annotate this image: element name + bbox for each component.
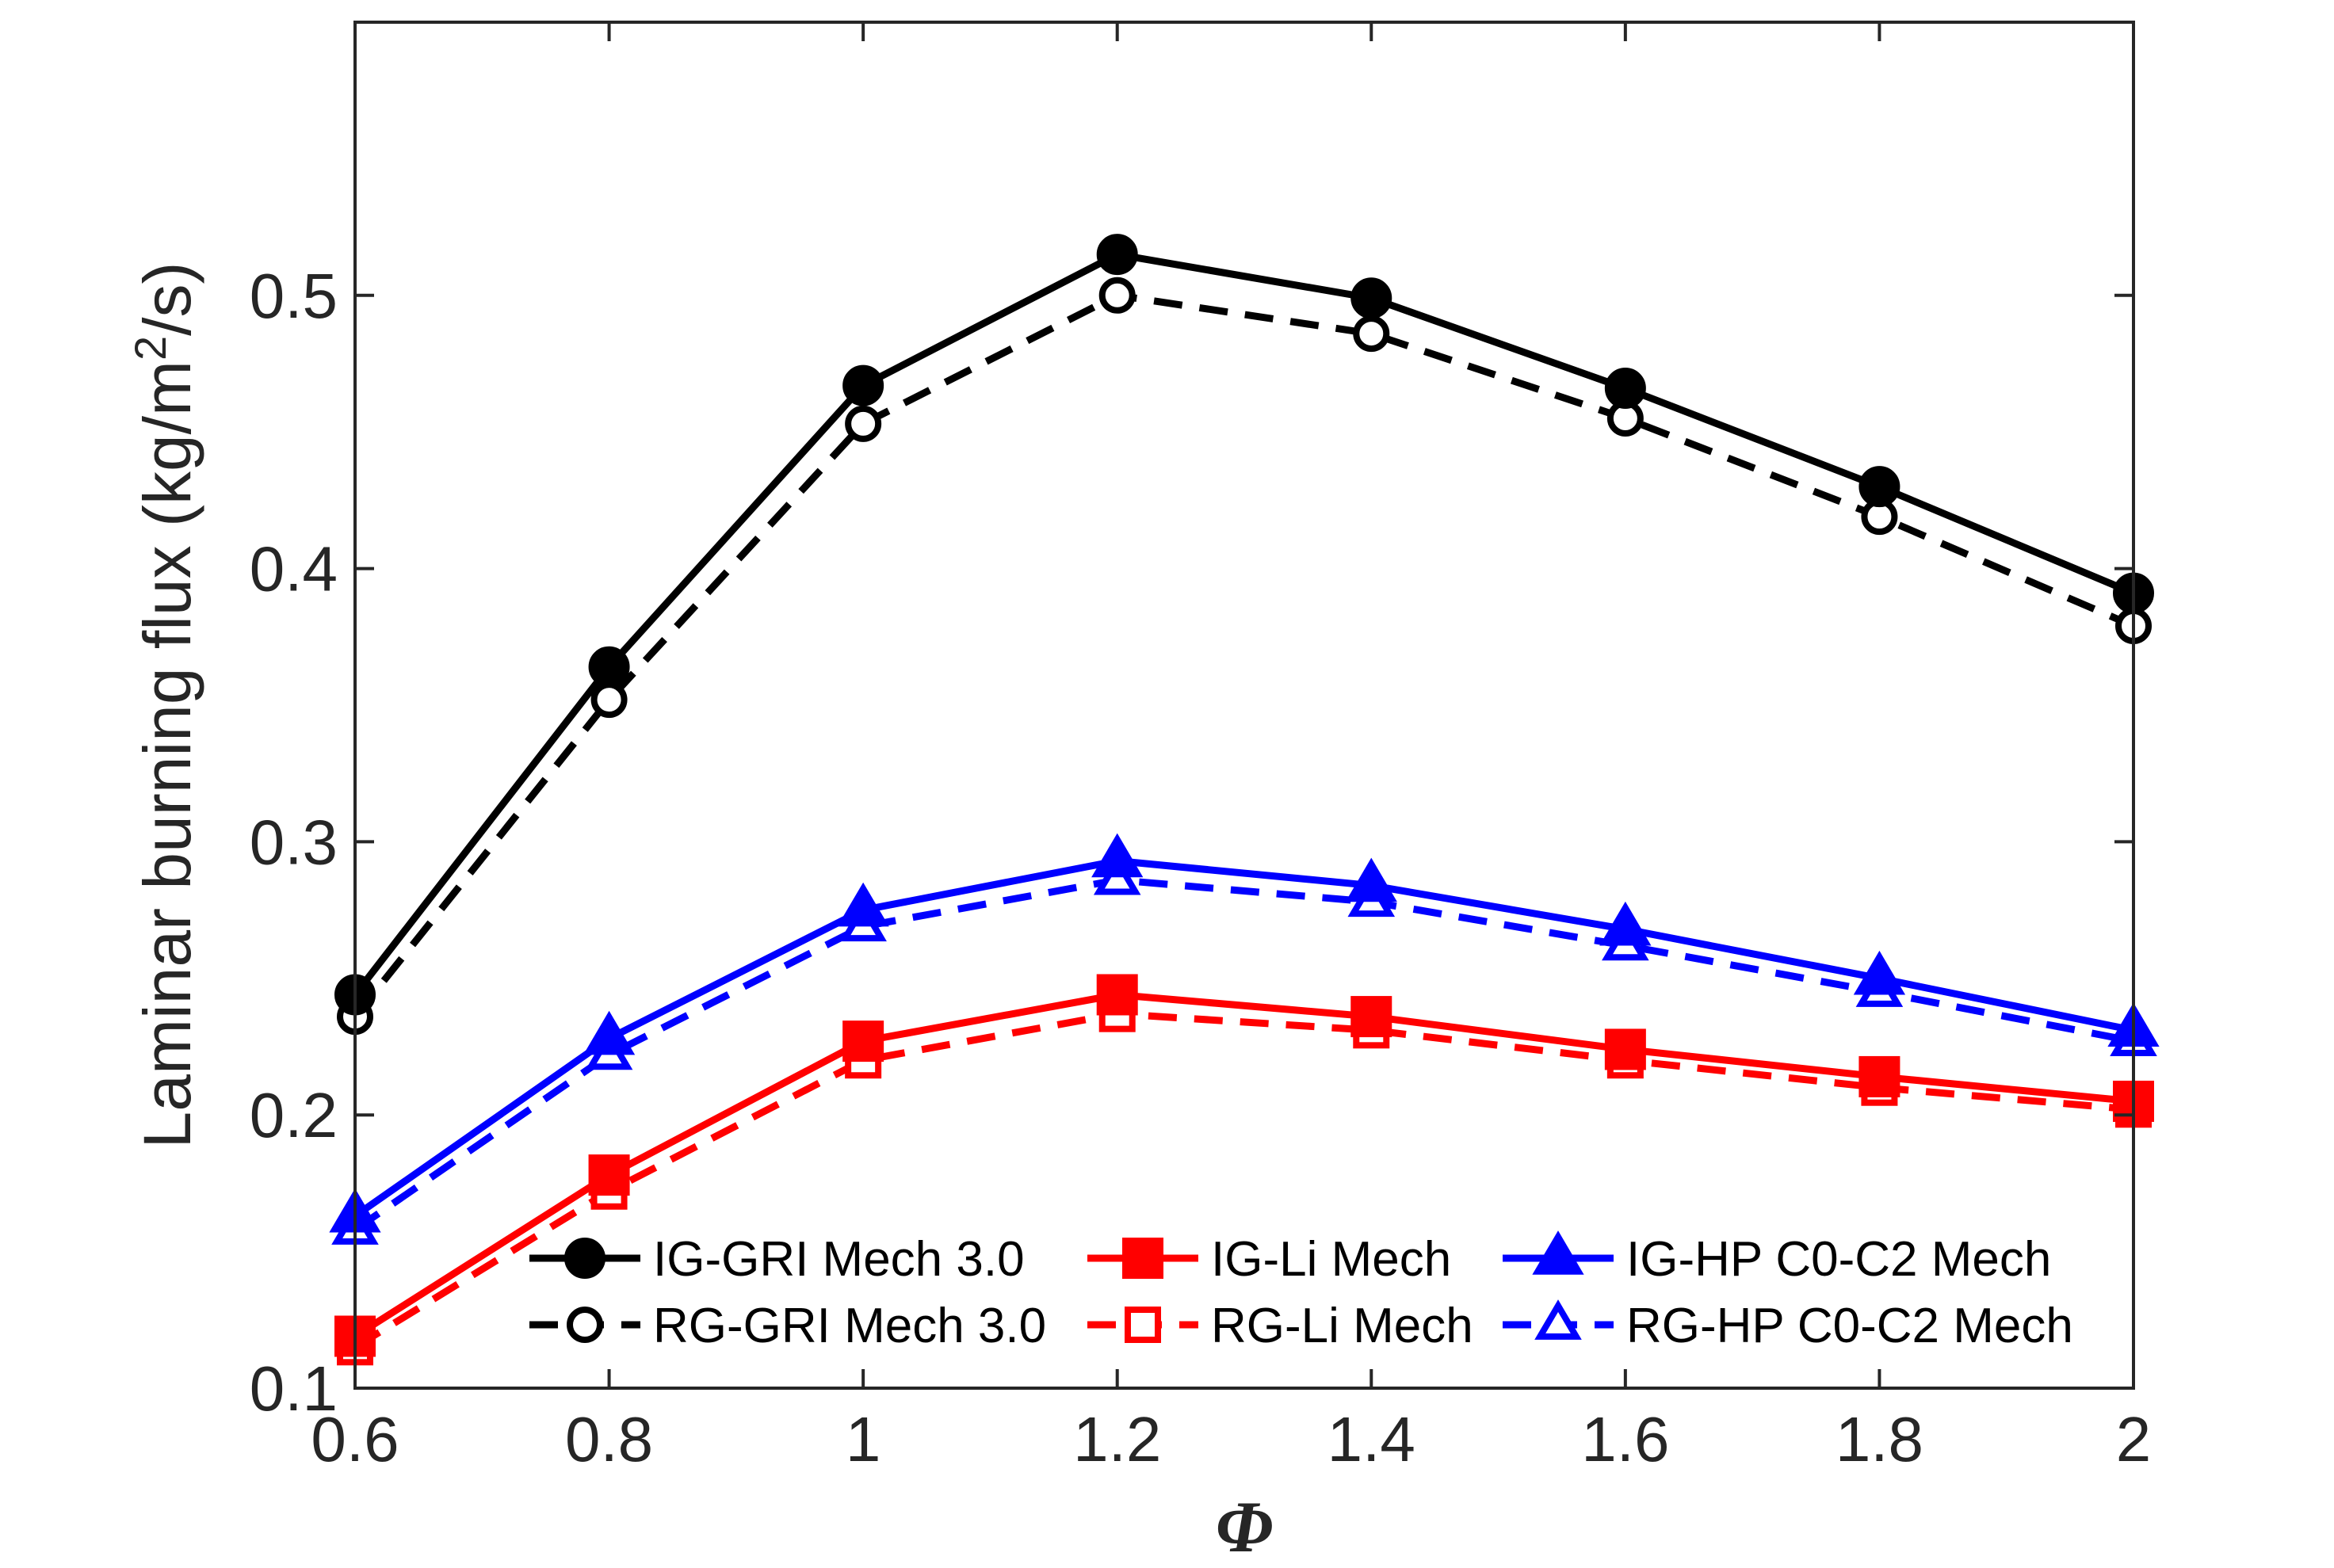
data-point	[837, 882, 889, 927]
legend-item: RG-GRI Mech 3.0	[529, 1299, 1046, 1353]
data-point	[1098, 277, 1136, 314]
legend-label: IG-Li Mech	[1211, 1232, 1451, 1287]
y-axis-label-end: /s)	[130, 262, 204, 336]
series-line	[353, 876, 2134, 1233]
legend-label: RG-Li Mech	[1211, 1299, 1473, 1353]
legend-item: RG-HP C0-C2 Mech	[1503, 1299, 2073, 1353]
data-point	[1858, 1055, 1900, 1097]
data-point	[1604, 368, 1646, 410]
y-tick-label: 0.5	[250, 261, 338, 331]
data-point	[1350, 996, 1392, 1038]
data-point	[1604, 1028, 1646, 1070]
y-tick-label: 0.4	[250, 534, 338, 605]
legend-marker	[564, 1238, 605, 1279]
series-layer	[329, 234, 2160, 1366]
data-point	[590, 681, 628, 719]
legend-item: IG-GRI Mech 3.0	[529, 1232, 1025, 1287]
legend-marker	[1534, 1299, 1582, 1340]
data-point	[845, 405, 882, 442]
series-line	[353, 990, 2134, 1340]
x-axis-label: Φ	[1216, 1486, 1274, 1567]
data-point	[1353, 315, 1390, 353]
legend-marker	[567, 1307, 603, 1343]
x-tick-label: 1.8	[1835, 1404, 1923, 1475]
x-tick-label: 1	[846, 1404, 881, 1475]
x-tick-label: 0.8	[565, 1404, 653, 1475]
legend-item: RG-Li Mech	[1087, 1299, 1473, 1353]
series-line	[352, 292, 2135, 1019]
data-point	[1345, 857, 1397, 902]
y-tick-label: 0.1	[250, 1353, 338, 1424]
y-axis-label-main: Laminar burning flux (kg/m	[130, 361, 204, 1148]
data-point	[1096, 974, 1138, 1016]
x-tick-label: 1.4	[1327, 1404, 1415, 1475]
series-group	[334, 974, 2154, 1357]
x-tick-label: 1.6	[1581, 1404, 1669, 1475]
plot-area-frame	[353, 21, 2135, 1390]
x-tick-label: 0.6	[311, 1404, 399, 1475]
data-point	[1350, 277, 1392, 319]
legend-label: IG-GRI Mech 3.0	[653, 1232, 1025, 1287]
series-line	[353, 857, 2134, 1219]
legend-item: IG-Li Mech	[1087, 1232, 1451, 1287]
legend-marker	[1532, 1230, 1584, 1275]
data-point	[1599, 901, 1652, 946]
data-point	[588, 1154, 630, 1196]
y-tick-label: 0.3	[250, 807, 338, 877]
data-point	[1091, 833, 1144, 878]
legend-label: RG-HP C0-C2 Mech	[1626, 1299, 2073, 1353]
legend-item: IG-HP C0-C2 Mech	[1503, 1230, 2051, 1287]
legend-marker	[1125, 1307, 1161, 1343]
data-point	[842, 1021, 884, 1063]
y-tick-label: 0.2	[250, 1080, 338, 1150]
legend: IG-GRI Mech 3.0 RG-GRI Mech 3.0 IG-Li Mech…	[529, 1230, 2073, 1353]
data-point	[583, 1010, 636, 1055]
data-point	[842, 364, 884, 406]
legend-marker	[1122, 1238, 1163, 1279]
series-group	[334, 234, 2154, 1016]
series-line	[353, 1010, 2134, 1351]
legend-label: RG-GRI Mech 3.0	[653, 1299, 1046, 1353]
y-axis-label-superscript: 2	[125, 336, 175, 361]
data-point	[1858, 466, 1900, 508]
y-axis-label: Laminar burning flux (kg/m2/s)	[125, 262, 205, 1149]
series-line	[352, 250, 2135, 998]
x-tick-label: 2	[2116, 1404, 2152, 1475]
data-point	[588, 646, 630, 688]
legend-label: IG-HP C0-C2 Mech	[1626, 1232, 2051, 1287]
data-point	[1853, 950, 1906, 995]
data-point	[1096, 234, 1138, 276]
ticks-layer: 0.6 0.8 1 1.2 1.4 1.6 1.8 2 0.1 0.2 0.3 0.4 0.5	[250, 22, 2151, 1475]
x-tick-label: 1.2	[1073, 1404, 1161, 1475]
